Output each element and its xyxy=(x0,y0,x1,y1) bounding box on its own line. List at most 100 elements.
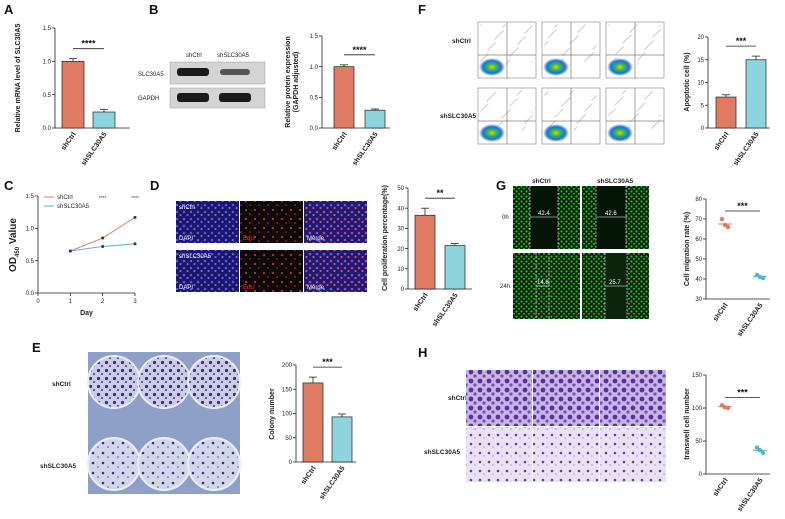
facs-event xyxy=(573,129,575,131)
edu-channel-edu-2: EdU xyxy=(243,285,255,291)
facs-event xyxy=(649,93,651,95)
facs-event xyxy=(526,30,528,32)
b-bar-shctrl xyxy=(333,66,355,129)
facs-event xyxy=(576,36,578,38)
g-y-tick-label: 40 xyxy=(695,277,702,283)
facs-event xyxy=(644,48,646,50)
facs-event xyxy=(517,93,519,95)
g-y-tick-label: 50 xyxy=(695,257,702,263)
facs-event xyxy=(580,118,582,120)
facs-event xyxy=(487,49,489,51)
facs-event xyxy=(610,112,612,114)
facs-event xyxy=(620,98,622,100)
facs-event xyxy=(575,37,577,39)
wound-gap-label: 42.4 xyxy=(538,211,550,217)
facs-event xyxy=(524,122,526,124)
facs-event xyxy=(493,43,495,45)
facs-event xyxy=(650,92,652,94)
facs-event xyxy=(619,99,621,101)
facs-event xyxy=(652,36,654,38)
facs-event xyxy=(480,110,482,112)
b-y-tick-label: 1.5 xyxy=(310,34,319,40)
panel-label-h: H xyxy=(418,345,427,360)
c-y-tick-label: 1.0 xyxy=(26,227,35,233)
facs-event xyxy=(636,110,638,112)
facs-event xyxy=(518,42,520,44)
facs-event xyxy=(519,91,521,93)
blot-lane-label-shslc30a5: shSLC30A5 xyxy=(217,53,250,59)
facs-event xyxy=(627,37,629,39)
facs-event xyxy=(581,27,583,29)
facs-event xyxy=(638,108,640,110)
facs-event xyxy=(519,41,521,43)
facs-event xyxy=(624,90,626,92)
edu-image-shslc30a5-dapi xyxy=(176,250,239,292)
facs-event xyxy=(561,109,563,111)
c-point xyxy=(133,215,137,219)
facs-event xyxy=(552,122,554,124)
d-y-axis-label: Cell proliferation percentage(%) xyxy=(382,185,389,291)
facs-event xyxy=(648,94,650,96)
facs-event xyxy=(557,113,559,115)
e-bar-shctrl xyxy=(302,382,324,463)
d-y-tick-label: 50 xyxy=(397,186,404,192)
facs-event xyxy=(652,126,654,128)
facs-event xyxy=(629,121,631,123)
facs-event xyxy=(618,100,620,102)
facs-event xyxy=(550,34,552,36)
transwell-image-shctrl-3 xyxy=(600,370,666,426)
facs-event xyxy=(631,29,633,31)
facs-event xyxy=(516,48,518,50)
facs-event xyxy=(615,103,617,105)
facs-event xyxy=(501,121,503,123)
facs-event xyxy=(569,47,571,49)
facs-event xyxy=(554,116,556,118)
facs-event xyxy=(515,99,517,101)
blot-band-slc30a5-shslc30a5 xyxy=(220,69,250,75)
facs-event xyxy=(641,105,643,107)
facs-event xyxy=(577,31,579,33)
colony-plate-shctrl-2 xyxy=(137,355,191,409)
c-point xyxy=(101,244,105,248)
facs-event xyxy=(655,33,657,35)
facs-event xyxy=(513,51,515,53)
facs-event xyxy=(586,58,588,60)
facs-event xyxy=(487,99,489,101)
facs-event xyxy=(482,108,484,110)
facs-event xyxy=(637,109,639,111)
wound-healing-images: shCtrl shSLC30A5 0h 24h 42.4 42.6 14. xyxy=(500,178,649,319)
facs-event xyxy=(592,52,594,54)
facs-event xyxy=(568,48,570,50)
facs-event xyxy=(647,95,649,97)
transwell-image-shslc30a5-2 xyxy=(533,427,599,482)
a-x-tick-label: shSLC30A5 xyxy=(81,131,109,167)
facs-event xyxy=(572,40,574,42)
facs-event xyxy=(531,61,533,63)
facs-event xyxy=(633,27,635,29)
chart-b: 0.0 0.5 1.0 1.5 **** shCtrl shSLC30A5 Relative … xyxy=(285,34,390,167)
c-x-tick-label: 1 xyxy=(69,299,73,305)
facs-event xyxy=(554,26,556,28)
h-point-shctrl xyxy=(725,405,731,411)
f-y-tick-label: 15 xyxy=(697,58,704,64)
g-y-tick-label: 60 xyxy=(695,237,702,243)
a-y-tick-label: 1.5 xyxy=(43,26,52,32)
facs-event xyxy=(489,47,491,49)
facs-event xyxy=(577,121,579,123)
facs-event xyxy=(631,119,633,121)
facs-event xyxy=(523,127,525,129)
facs-event xyxy=(491,95,493,97)
facs-event xyxy=(640,56,642,58)
h-significance-label: *** xyxy=(737,387,748,397)
facs-event xyxy=(649,43,651,45)
facs-density-cluster xyxy=(543,124,569,142)
facs-event xyxy=(656,122,658,124)
facs-event xyxy=(501,31,503,33)
facs-event xyxy=(584,24,586,26)
chart-e: 0 50 100 150 200 *** shCtrl shSLC30A5 Colony num… xyxy=(269,357,356,501)
facs-event xyxy=(644,52,646,54)
h-x-tick-label: shSLC30A5 xyxy=(737,477,765,513)
facs-event xyxy=(575,127,577,129)
e-bar-shslc30a5 xyxy=(331,416,353,463)
facs-event xyxy=(505,113,507,115)
